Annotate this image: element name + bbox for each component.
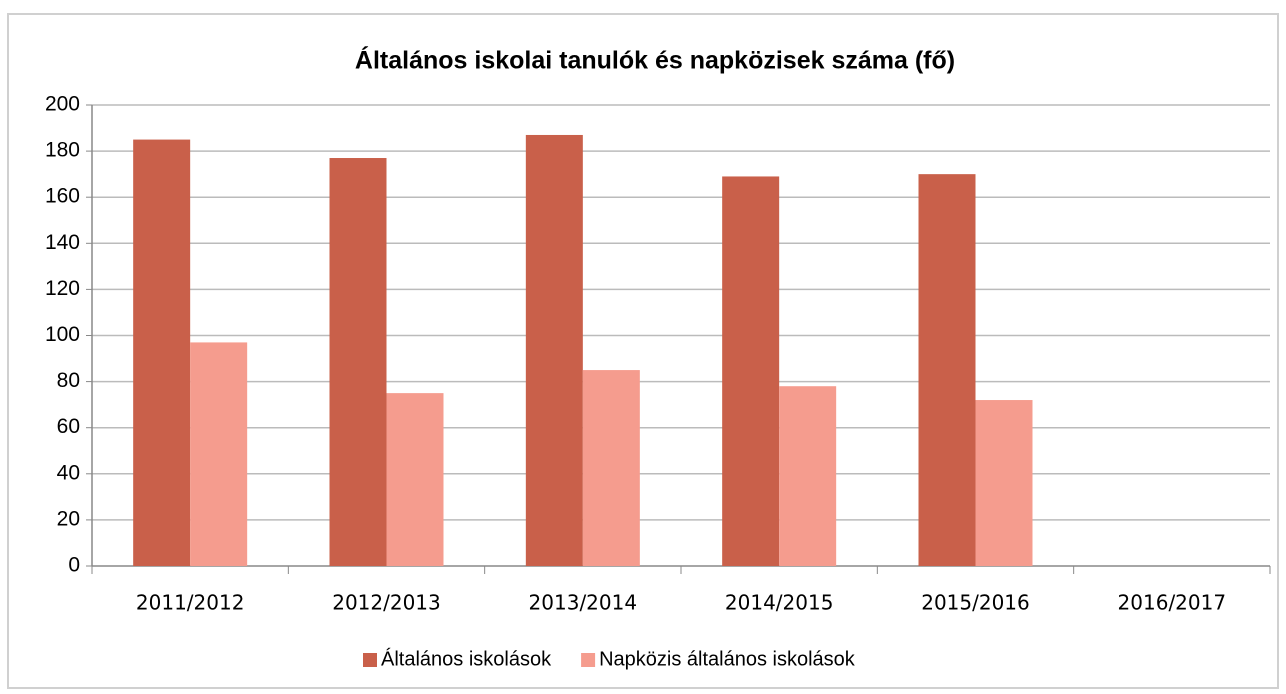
y-tick-label: 180	[45, 139, 80, 162]
y-tick-label: 140	[45, 231, 80, 254]
y-tick-label: 160	[45, 185, 80, 208]
y-tick-label: 40	[57, 461, 80, 484]
legend-label: Általános iskolások	[381, 647, 552, 670]
y-tick-label: 20	[57, 507, 80, 530]
y-tick-label: 60	[57, 415, 80, 438]
bar	[329, 158, 387, 566]
bar	[975, 400, 1033, 566]
x-tick-label: 2011/2012	[136, 591, 245, 615]
bar	[386, 393, 444, 566]
y-tick-label: 200	[45, 93, 80, 116]
x-tick-label: 2012/2013	[332, 591, 441, 615]
y-tick-label: 0	[68, 554, 80, 577]
x-tick-label: 2015/2016	[921, 591, 1030, 615]
bar	[525, 134, 583, 566]
legend-swatch	[363, 653, 377, 667]
x-tick-label: 2016/2017	[1118, 591, 1227, 615]
bar	[582, 370, 640, 566]
bar	[779, 386, 837, 566]
legend-label: Napközis általános iskolások	[599, 648, 856, 670]
bar	[918, 174, 976, 566]
legend-swatch	[581, 653, 596, 667]
bar	[722, 176, 780, 566]
y-tick-label: 100	[45, 323, 80, 346]
bar	[190, 342, 248, 566]
x-tick-label: 2014/2015	[725, 591, 834, 615]
y-tick-label: 80	[57, 369, 80, 392]
chart-title: Általános iskolai tanulók és napközisek …	[355, 46, 955, 75]
y-tick-label: 120	[45, 277, 80, 300]
x-tick-label: 2013/2014	[529, 591, 638, 615]
bar	[133, 139, 191, 566]
